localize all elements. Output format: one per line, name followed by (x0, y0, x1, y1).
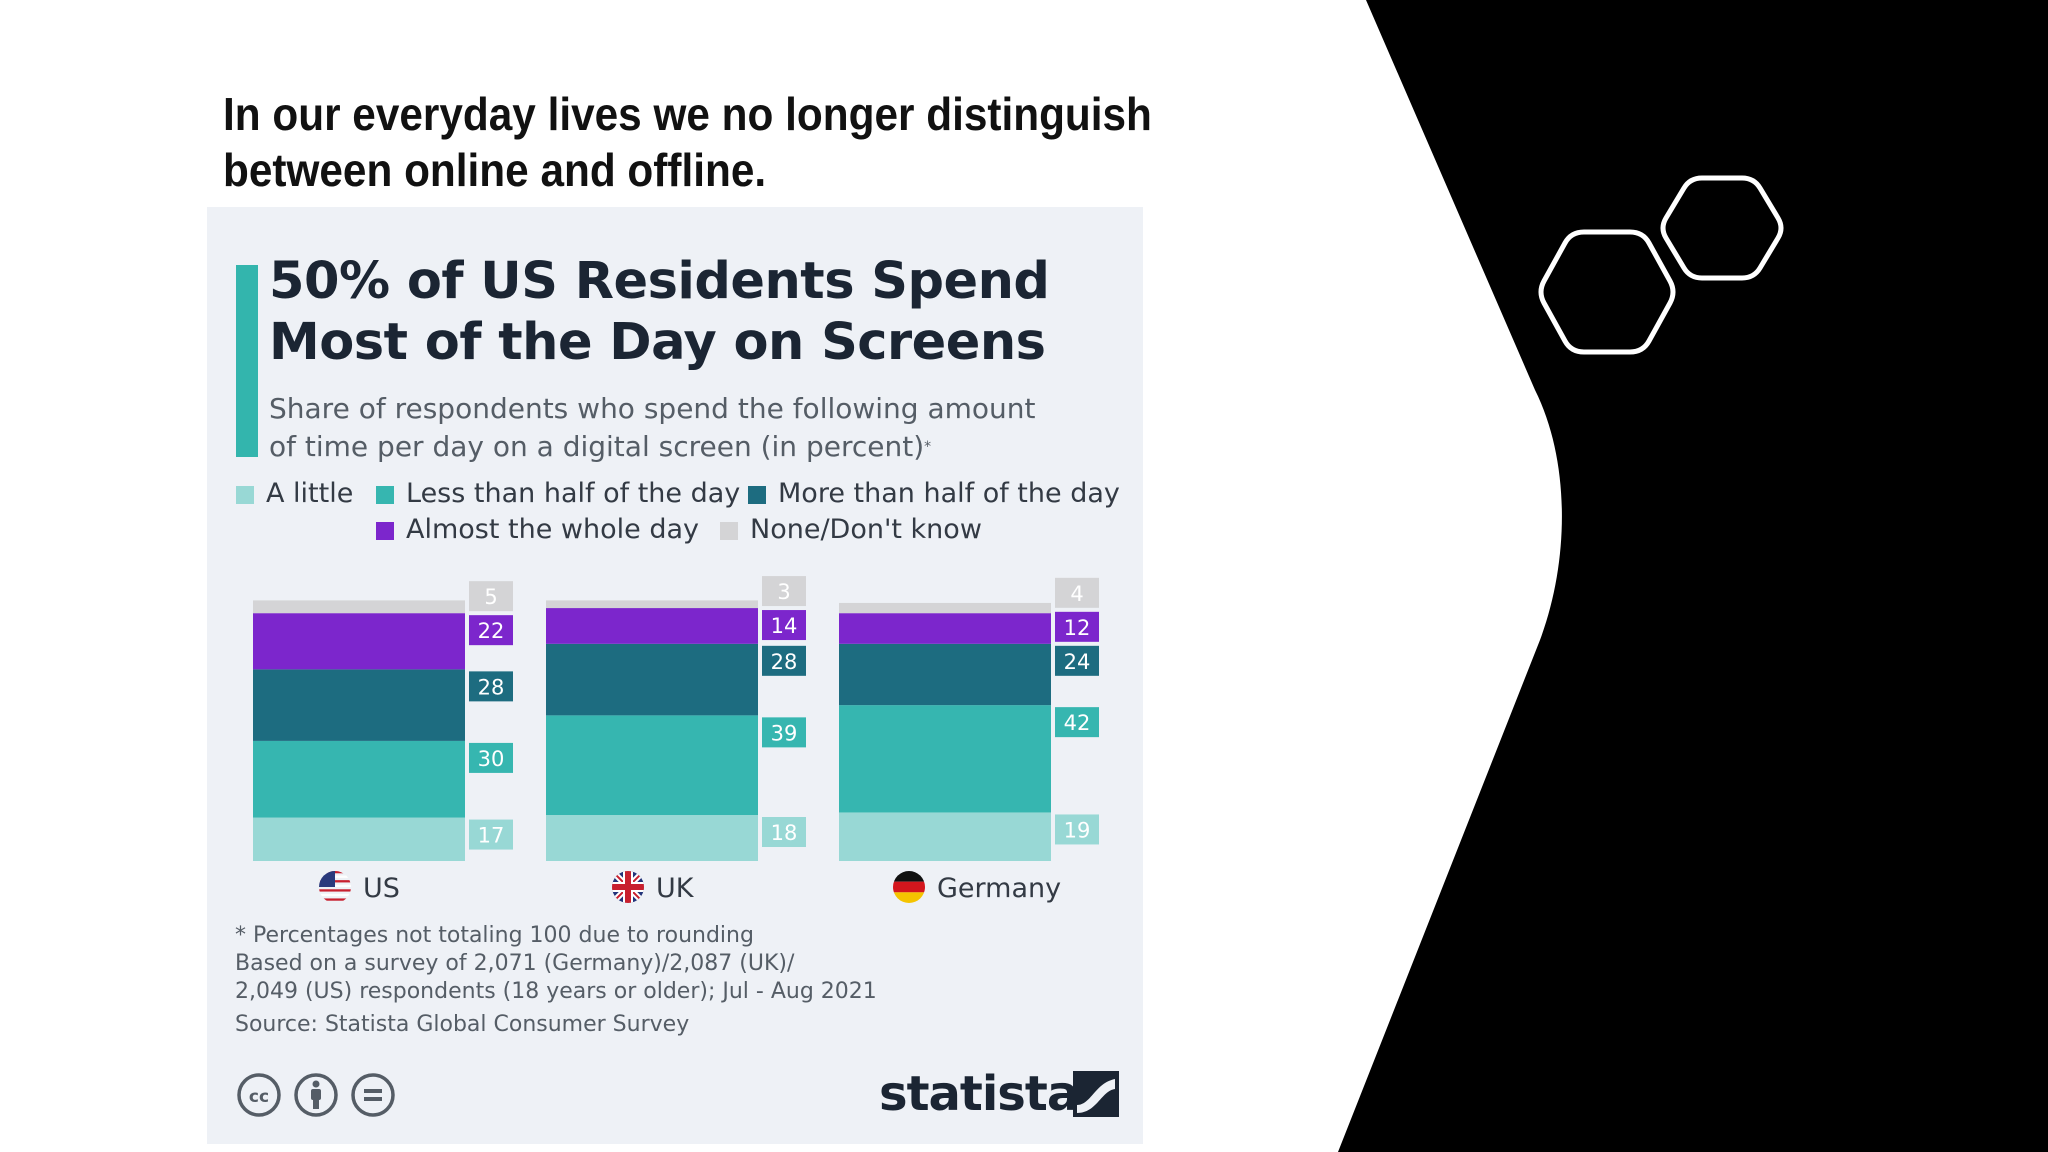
legend-swatch (376, 486, 394, 504)
attribution-icon (294, 1073, 338, 1117)
value-label-box-uk-a-little (762, 817, 806, 848)
bar-segment-uk-less-than-half-of-the-day (546, 715, 758, 816)
slide-heading-line-2: between online and offline. (223, 144, 767, 196)
chart-subtitle-line-1: Share of respondents who spend the follo… (269, 392, 1036, 425)
value-label-us-more-than-half-of-the-day: 28 (478, 675, 505, 699)
value-label-us-almost-the-whole-day: 22 (478, 619, 505, 643)
value-label-box-us-a-little (469, 819, 513, 850)
value-label-uk-a-little: 18 (771, 821, 798, 845)
us-flag-icon (319, 871, 351, 901)
value-label-box-us-none-don-t-know (469, 581, 513, 612)
legend-label: More than half of the day (778, 478, 1120, 509)
legend-swatch (720, 522, 738, 540)
bar-segment-germany-more-than-half-of-the-day (839, 643, 1051, 706)
statista-logo: statista (879, 1065, 1119, 1125)
statista-wordmark: statista (879, 1066, 1079, 1122)
bar-segment-germany-none-don-t-know (839, 602, 1051, 614)
value-label-box-uk-more-than-half-of-the-day (762, 645, 806, 676)
value-label-germany-almost-the-whole-day: 12 (1064, 616, 1091, 640)
value-label-uk-more-than-half-of-the-day: 28 (771, 650, 798, 674)
cc-icon: cc (237, 1073, 281, 1117)
value-label-us-less-than-half-of-the-day: 30 (478, 747, 505, 771)
bar-segment-germany-almost-the-whole-day (839, 613, 1051, 644)
germany-flag-icon (893, 871, 925, 903)
statista-infographic: 50% of US Residents Spend Most of the Da… (207, 207, 1143, 1144)
bar-segment-uk-more-than-half-of-the-day (546, 643, 758, 716)
footnote-source: Source: Statista Global Consumer Survey (235, 1012, 690, 1037)
black-panel (1338, 0, 2048, 1152)
legend-swatch (748, 486, 766, 504)
value-label-box-germany-almost-the-whole-day (1055, 611, 1099, 642)
value-label-box-germany-a-little (1055, 814, 1099, 845)
slide-heading: In our everyday lives we no longer disti… (223, 86, 1152, 198)
value-label-uk-none-don-t-know: 3 (777, 580, 790, 604)
license-icons: cc (237, 1073, 395, 1117)
value-label-box-germany-none-don-t-know (1055, 577, 1099, 608)
value-label-germany-none-don-t-know: 4 (1070, 582, 1083, 606)
value-label-germany-more-than-half-of-the-day: 24 (1064, 650, 1091, 674)
value-label-box-uk-less-than-half-of-the-day (762, 717, 806, 748)
category-label-uk: UK (656, 873, 695, 904)
legend-swatch (376, 522, 394, 540)
hexagon-decoration (1538, 175, 1784, 355)
value-label-uk-less-than-half-of-the-day: 39 (771, 721, 798, 745)
bar-group-us: 17 30 28 22 5 US (253, 581, 513, 904)
legend-label: None/Don't know (750, 514, 982, 545)
large-hexagon-icon (1538, 229, 1676, 355)
footnote-survey-1: Based on a survey of 2,071 (Germany)/2,0… (235, 951, 795, 976)
legend-label: A little (266, 478, 354, 509)
statista-mark-icon (1073, 1071, 1119, 1117)
chart-title: 50% of US Residents Spend Most of the Da… (269, 251, 1129, 373)
bar-segment-us-a-little (253, 817, 465, 861)
no-derivatives-icon (351, 1073, 395, 1117)
value-label-box-us-almost-the-whole-day (469, 615, 513, 646)
footnote-survey-2: 2,049 (US) respondents (18 years or olde… (235, 979, 877, 1004)
uk-flag-icon (612, 871, 644, 903)
chart-subtitle-line-2: of time per day on a digital screen (in … (269, 428, 1129, 466)
value-label-germany-less-than-half-of-the-day: 42 (1064, 711, 1091, 735)
small-hexagon-icon (1660, 175, 1784, 281)
stacked-bar-chart: 17 30 28 22 5 US 18 39 28 14 3 UK 19 42 24 12 4 Germany (253, 576, 1099, 904)
bar-segment-us-none-don-t-know (253, 600, 465, 614)
value-label-uk-almost-the-whole-day: 14 (771, 614, 798, 638)
bar-segment-uk-a-little (546, 815, 758, 861)
legend-label: Less than half of the day (406, 478, 741, 509)
value-label-box-us-more-than-half-of-the-day (469, 671, 513, 702)
bar-segment-uk-almost-the-whole-day (546, 608, 758, 644)
value-label-germany-a-little: 19 (1064, 818, 1091, 842)
legend-swatch (236, 486, 254, 504)
chart-subtitle-line-2-text: of time per day on a digital screen (in … (269, 430, 925, 463)
bar-segment-us-almost-the-whole-day (253, 613, 465, 670)
chart-title-line-2: Most of the Day on Screens (269, 313, 1046, 372)
legend-label: Almost the whole day (406, 514, 699, 545)
value-label-box-us-less-than-half-of-the-day (469, 742, 513, 773)
category-label-us: US (363, 873, 400, 904)
svg-text:cc: cc (249, 1087, 269, 1107)
bar-segment-us-less-than-half-of-the-day (253, 740, 465, 818)
bar-group-uk: 18 39 28 14 3 UK (546, 576, 806, 904)
value-label-box-germany-more-than-half-of-the-day (1055, 645, 1099, 676)
value-label-us-a-little: 17 (478, 824, 505, 848)
category-label-germany: Germany (937, 873, 1061, 904)
value-label-box-germany-less-than-half-of-the-day (1055, 707, 1099, 738)
slide-heading-line-1: In our everyday lives we no longer disti… (223, 88, 1152, 140)
value-label-us-none-don-t-know: 5 (484, 585, 497, 609)
bar-segment-germany-less-than-half-of-the-day (839, 705, 1051, 813)
bar-segment-us-more-than-half-of-the-day (253, 669, 465, 741)
chart-subtitle: Share of respondents who spend the follo… (269, 390, 1129, 466)
value-label-box-uk-almost-the-whole-day (762, 610, 806, 641)
bar-group-germany: 19 42 24 12 4 Germany (839, 577, 1099, 904)
bar-segment-germany-a-little (839, 812, 1051, 861)
value-label-box-uk-none-don-t-know (762, 576, 806, 607)
footnote-rounding: * Percentages not totaling 100 due to ro… (235, 923, 754, 948)
bar-segment-uk-none-don-t-know (546, 600, 758, 609)
chart-title-line-1: 50% of US Residents Spend (269, 252, 1050, 311)
title-accent-bar (236, 265, 258, 457)
subtitle-footnote-mark: * (924, 439, 932, 455)
